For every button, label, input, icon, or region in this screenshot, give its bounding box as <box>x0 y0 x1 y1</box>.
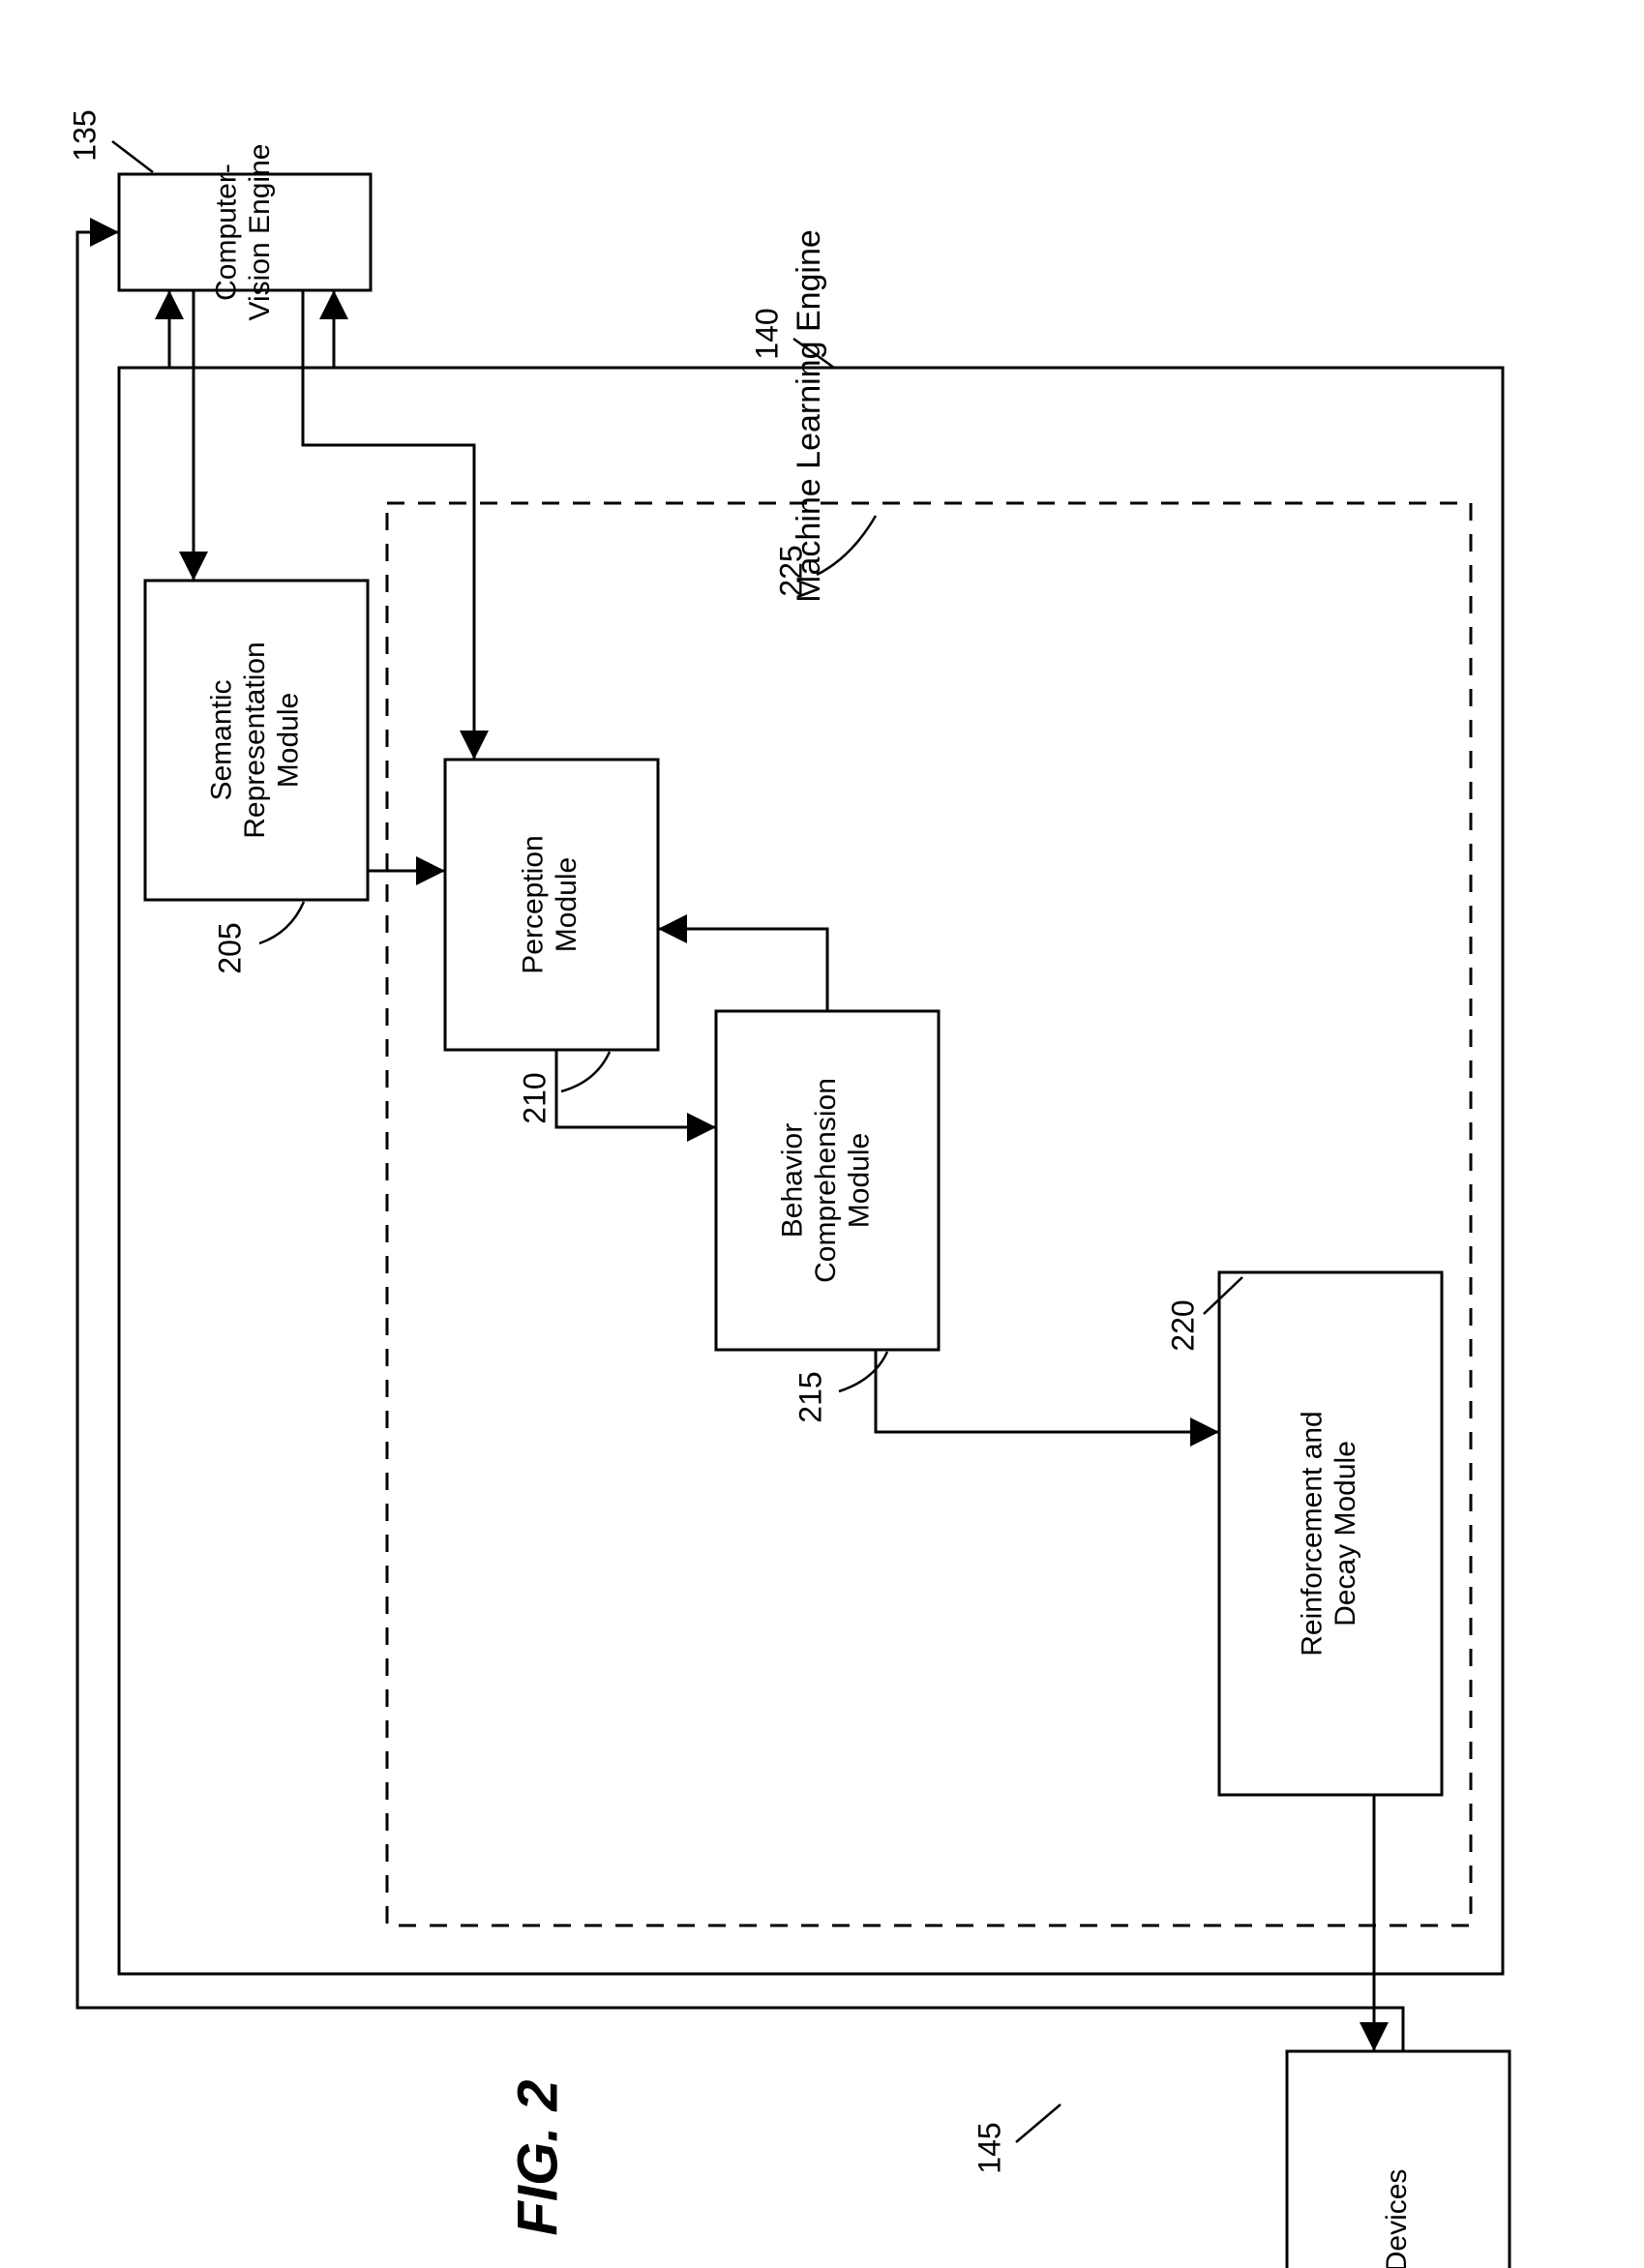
perc-node-label-line: Module <box>551 857 583 952</box>
cv-node-label-line: Vision Engine <box>244 144 276 321</box>
rd-node-label-line: Reinforcement and <box>1297 1411 1329 1656</box>
io-node-label: Input / Output Devices <box>1381 2169 1413 2268</box>
beh-node-label-line: Comprehension <box>810 1078 842 1283</box>
diagram-canvas: Machine Learning EngineComputer-Vision E… <box>0 0 1644 2268</box>
ref-225: 225 <box>773 545 808 596</box>
svg-text:135: 135 <box>67 109 102 161</box>
svg-text:210: 210 <box>517 1072 552 1123</box>
svg-text:205: 205 <box>212 922 247 973</box>
sem-node-label-line: Module <box>272 693 304 788</box>
ref-210: 210 <box>517 1072 552 1123</box>
sem-node-label-line: Semantic <box>205 679 237 800</box>
cv-node-label-line: Computer- <box>211 164 243 301</box>
io-node-label-line: Input / Output Devices <box>1381 2169 1413 2268</box>
beh-node-label-line: Module <box>843 1133 875 1228</box>
rd-node-label: Reinforcement andDecay Module <box>1297 1411 1362 1656</box>
rd-node-label-line: Decay Module <box>1330 1441 1361 1626</box>
cv-node-label: Computer-Vision Engine <box>211 144 277 321</box>
svg-text:225: 225 <box>773 545 808 596</box>
ref-135: 135 <box>67 109 102 161</box>
svg-text:FIG. 2: FIG. 2 <box>506 2079 569 2235</box>
svg-text:220: 220 <box>1165 1299 1200 1351</box>
figure-caption: FIG. 2 <box>506 2079 569 2235</box>
beh-node-label-line: Behavior <box>776 1123 808 1238</box>
ref-140: 140 <box>749 308 784 359</box>
ref-215: 215 <box>792 1371 827 1422</box>
sem-node-label-line: Representation <box>239 642 271 838</box>
perc-node-label-line: Perception <box>518 835 550 973</box>
ref-205: 205 <box>212 922 247 973</box>
svg-text:145: 145 <box>971 2122 1006 2173</box>
svg-text:140: 140 <box>749 308 784 359</box>
ref-220: 220 <box>1165 1299 1200 1351</box>
ref-145: 145 <box>971 2122 1006 2173</box>
svg-text:215: 215 <box>792 1371 827 1422</box>
